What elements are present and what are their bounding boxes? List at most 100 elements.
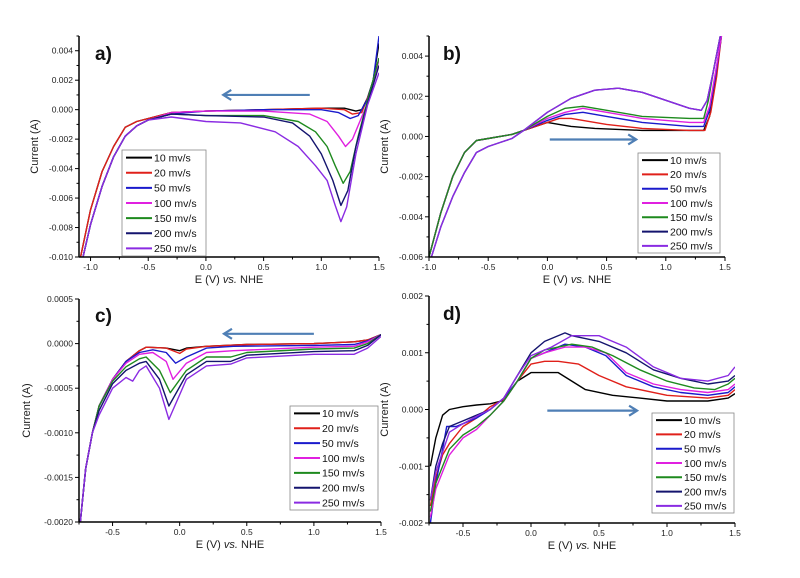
x-axis-title: E (V) vs. NHE xyxy=(548,540,616,552)
legend-item: 20 mv/s xyxy=(126,168,191,180)
legend-item: 100 mv/s xyxy=(656,458,727,470)
y-tick-label: 0.0005 xyxy=(47,294,73,304)
legend-label: 50 mv/s xyxy=(154,183,191,195)
legend: 10 mv/s 20 mv/s 50 mv/s 100 mv/s 150 mv/s 200… xyxy=(289,405,379,511)
legend-item: 50 mv/s xyxy=(126,183,191,195)
x-axis-title: E (V) vs. NHE xyxy=(543,274,611,286)
series-line-250-mv-s xyxy=(79,335,381,522)
x-tick-label: -1.0 xyxy=(83,262,98,272)
y-tick-label: -0.0020 xyxy=(44,517,73,527)
panel-label: b) xyxy=(443,44,461,65)
y-tick-label: 0.004 xyxy=(402,51,424,61)
legend-item: 100 mv/s xyxy=(294,453,365,465)
panel-b: -1.0 -0.5 0.0 0.5 1.0 1.5 -0.006 -0.004 -0.002 0.… xyxy=(379,35,731,286)
legend-label: 150 mv/s xyxy=(322,468,365,480)
panel-label: a) xyxy=(95,44,112,65)
y-tick-label: 0.001 xyxy=(402,348,424,358)
x-tick-label: 1.5 xyxy=(375,527,387,537)
legend-label: 150 mv/s xyxy=(670,212,713,224)
legend-item: 200 mv/s xyxy=(126,228,197,240)
x-tick-label: -0.5 xyxy=(456,528,471,538)
legend-label: 150 mv/s xyxy=(154,213,197,225)
y-tick-label: -0.010 xyxy=(49,252,73,262)
y-tick-label: 0.002 xyxy=(52,75,74,85)
y-axis-title: Current (A) xyxy=(21,383,33,437)
x-tick-label: 0.0 xyxy=(174,527,186,537)
y-tick-label: -0.0015 xyxy=(44,472,73,482)
legend-item: 250 mv/s xyxy=(656,501,727,513)
legend-label: 10 mv/s xyxy=(670,155,707,167)
panel-label: d) xyxy=(443,304,461,325)
y-tick-label: -0.0005 xyxy=(44,383,73,393)
x-tick-label: -0.5 xyxy=(141,262,156,272)
legend: 10 mv/s 20 mv/s 50 mv/s 100 mv/s 150 mv/s 200… xyxy=(121,149,207,257)
legend-item: 100 mv/s xyxy=(126,198,197,210)
legend-label: 20 mv/s xyxy=(154,168,191,180)
legend: 10 mv/s 20 mv/s 50 mv/s 100 mv/s 150 mv/s 200… xyxy=(651,412,735,514)
y-axis-title: Current (A) xyxy=(379,119,391,173)
legend-item: 100 mv/s xyxy=(642,198,713,210)
scan-direction-arrow-icon xyxy=(547,404,640,417)
legend-label: 10 mv/s xyxy=(322,408,359,420)
scan-direction-arrow-icon xyxy=(549,133,639,146)
legend-label: 100 mv/s xyxy=(154,198,197,210)
x-tick-label: 1.0 xyxy=(315,262,327,272)
series-group xyxy=(429,36,723,257)
legend-label: 250 mv/s xyxy=(322,497,365,509)
y-tick-label: 0.002 xyxy=(402,91,424,101)
legend-item: 10 mv/s xyxy=(126,152,191,164)
series-group xyxy=(79,334,381,522)
series-line-10-mv-s xyxy=(429,371,735,467)
legend-label: 250 mv/s xyxy=(154,243,197,255)
x-tick-label: 0.5 xyxy=(601,262,613,272)
panel-a: -1.0 -0.5 0.0 0.5 1.0 1.5 -0.010 -0.008 -0.006 -0… xyxy=(29,35,385,286)
legend-label: 200 mv/s xyxy=(322,483,365,495)
series-line-20-mv-s xyxy=(429,360,735,507)
legend-item: 150 mv/s xyxy=(126,213,197,225)
y-tick-label: -0.002 xyxy=(399,518,423,528)
x-tick-label: -0.5 xyxy=(481,262,496,272)
y-tick-label: 0.002 xyxy=(402,291,424,301)
x-tick-label: 1.5 xyxy=(373,262,385,272)
legend-item: 20 mv/s xyxy=(642,169,707,181)
series-line-150-mv-s xyxy=(79,334,381,522)
legend-label: 100 mv/s xyxy=(670,198,713,210)
y-axis-title: Current (A) xyxy=(379,382,391,436)
series-line-100-mv-s xyxy=(429,346,735,518)
y-tick-label: -0.006 xyxy=(49,193,73,203)
legend-item: 200 mv/s xyxy=(656,486,727,498)
y-tick-label: 0.0000 xyxy=(47,339,73,349)
y-tick-label: 0.000 xyxy=(402,131,424,141)
legend-label: 200 mv/s xyxy=(154,228,197,240)
legend-label: 250 mv/s xyxy=(684,501,727,513)
x-tick-label: 0.5 xyxy=(258,262,270,272)
legend-item: 50 mv/s xyxy=(294,438,359,450)
series-line-250-mv-s xyxy=(429,335,735,501)
legend-label: 50 mv/s xyxy=(684,444,721,456)
legend-label: 100 mv/s xyxy=(684,458,727,470)
panel-c: -0.5 0.0 0.5 1.0 1.5 -0.0020 -0.0015 -0.0010 -0.… xyxy=(21,294,387,551)
legend-item: 150 mv/s xyxy=(642,212,713,224)
y-tick-label: 0.000 xyxy=(52,105,74,115)
legend-label: 20 mv/s xyxy=(684,429,721,441)
legend-item: 150 mv/s xyxy=(656,472,727,484)
series-line-250-mv-s xyxy=(82,72,379,257)
y-tick-label: -0.001 xyxy=(399,461,423,471)
series-group xyxy=(79,36,379,257)
x-tick-label: 0.0 xyxy=(525,528,537,538)
legend-item: 250 mv/s xyxy=(642,241,713,253)
y-tick-label: -0.004 xyxy=(399,212,423,222)
y-tick-label: -0.004 xyxy=(49,164,73,174)
y-axis-title: Current (A) xyxy=(29,119,41,173)
series-group xyxy=(429,332,735,523)
x-axis-title: E (V) vs. NHE xyxy=(195,274,263,286)
x-tick-label: 1.0 xyxy=(660,262,672,272)
y-tick-label: -0.002 xyxy=(399,172,423,182)
scan-direction-arrow-icon xyxy=(221,327,314,340)
legend-item: 50 mv/s xyxy=(642,184,707,196)
legend-label: 100 mv/s xyxy=(322,453,365,465)
legend-item: 200 mv/s xyxy=(642,226,713,238)
y-tick-label: 0.000 xyxy=(402,405,424,415)
series-line-200-mv-s xyxy=(79,334,381,522)
